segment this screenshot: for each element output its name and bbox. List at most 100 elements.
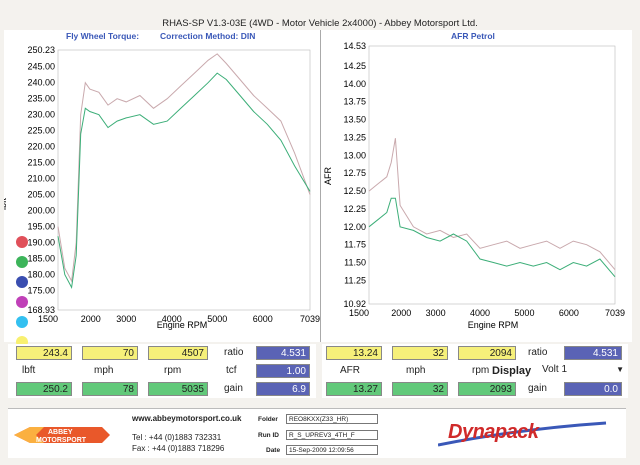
lbft-label: lbft — [22, 365, 36, 376]
run-color-dot[interactable] — [16, 296, 28, 308]
afr-y-tick-label: 12.75 — [343, 168, 366, 178]
torque-x-axis-label: Engine RPM — [157, 320, 208, 330]
gain-label: gain — [224, 383, 243, 394]
torque-y-tick-label: 210.00 — [27, 174, 55, 184]
torque-x-tick-label: 1500 — [38, 314, 58, 324]
display-select[interactable]: Volt 1 ▼ — [542, 364, 626, 376]
run-color-dot[interactable] — [16, 236, 28, 248]
torque-y-tick-label: 200.00 — [27, 206, 55, 216]
legend-dots — [16, 236, 30, 356]
torque-y-tick-label: 225.00 — [27, 126, 55, 136]
cursor-lbft-value: 243.4 — [16, 346, 72, 360]
logo-line1: ABBEY — [48, 429, 73, 436]
torque-y-axis-label: lbft — [4, 198, 8, 211]
ratio-label: ratio — [224, 347, 244, 358]
afr-x-tick-label: 4000 — [470, 308, 490, 318]
afr-gain-label: gain — [528, 383, 547, 394]
torque-series-line-2 — [57, 72, 311, 289]
afr-chart-title: AFR Petrol — [451, 31, 495, 41]
peak-mph-value: 78 — [82, 382, 138, 396]
report-footer: ABBEY MOTORSPORT www.abbeymotorsport.co.… — [8, 408, 626, 458]
torque-chart-panel: Fly Wheel Torque: Correction Method: DIN… — [4, 30, 320, 348]
run-color-dot[interactable] — [16, 256, 28, 268]
afr-y-tick-label: 10.92 — [343, 299, 366, 309]
torque-y-tick-label: 168.93 — [27, 305, 55, 315]
torque-y-tick-label: 175.00 — [27, 286, 55, 296]
run-color-dot[interactable] — [16, 316, 28, 328]
afr-y-tick-label: 13.00 — [343, 150, 366, 160]
peak-afr-value: 13.27 — [326, 382, 382, 396]
peak-afr-mph-value: 32 — [392, 382, 448, 396]
torque-y-tick-label: 190.00 — [27, 238, 55, 248]
display-select-value: Volt 1 — [542, 364, 568, 375]
torque-y-tick-label: 240.00 — [27, 78, 55, 88]
logo-line2: MOTORSPORT — [36, 437, 87, 444]
cursor-afr-rpm-value: 2094 — [458, 346, 516, 360]
fax-text: Fax : +44 (0)1883 718296 — [132, 444, 225, 453]
afr-readout-panel: 13.24 32 2094 ratio 4.531 AFR mph rpm Di… — [322, 344, 628, 398]
abbey-motorsport-logo: ABBEY MOTORSPORT — [14, 427, 110, 444]
torque-y-tick-label: 235.00 — [27, 94, 55, 104]
afr-y-tick-label: 14.53 — [343, 41, 366, 51]
website-text: www.abbeymotorsport.co.uk — [132, 414, 242, 423]
afr-mph-label: mph — [406, 365, 426, 376]
afr-ratio-label: ratio — [528, 347, 548, 358]
torque-x-tick-label: 5000 — [207, 314, 227, 324]
afr-rpm-label: rpm — [472, 365, 490, 376]
torque-y-tick-label: 215.00 — [27, 158, 55, 168]
afr-y-tick-label: 13.75 — [343, 97, 366, 107]
torque-x-tick-label: 3000 — [116, 314, 136, 324]
torque-y-tick-label: 250.23 — [27, 45, 55, 55]
tcf-label: tcf — [226, 365, 237, 376]
mph-label: mph — [94, 365, 114, 376]
runid-value: R_S_UPREV3_4TH_F — [286, 430, 378, 440]
afr-ratio-value[interactable]: 4.531 — [564, 346, 622, 360]
afr-gain-value: 0.0 — [564, 382, 622, 396]
dynapack-logo: Dynapack — [448, 421, 539, 443]
afr-y-tick-label: 14.25 — [343, 61, 366, 71]
afr-chart: 14.53 14.25 14.00 13.75 13.50 13.25 13.00 12.75… — [323, 41, 625, 330]
run-color-dot[interactable] — [16, 276, 28, 288]
afr-x-tick-label: 7039 — [605, 308, 625, 318]
afr-x-tick-label: 6000 — [559, 308, 579, 318]
tcf-value[interactable]: 1.00 — [256, 364, 310, 378]
dynapack-swoosh — [438, 421, 607, 447]
afr-y-tick-label: 14.00 — [343, 79, 366, 89]
ratio-value[interactable]: 4.531 — [256, 346, 310, 360]
gain-value: 6.9 — [256, 382, 310, 396]
afr-x-axis-label: Engine RPM — [468, 320, 519, 330]
afr-y-tick-label: 12.25 — [343, 204, 366, 214]
afr-chart-panel: AFR Petrol 14.53 14.25 14.00 13.75 13.50 13.2… — [320, 30, 632, 342]
afr-x-tick-label: 1500 — [349, 308, 369, 318]
peak-rpm-value: 5035 — [148, 382, 208, 396]
afr-y-tick-label: 11.75 — [344, 240, 366, 250]
afr-y-tick-label: 13.50 — [343, 115, 366, 125]
afr-label: AFR — [340, 365, 360, 376]
torque-y-tick-label: 230.00 — [27, 110, 55, 120]
afr-y-tick-label: 12.50 — [343, 186, 366, 196]
torque-readout-panel: 243.4 70 4507 ratio 4.531 lbft mph rpm t… — [8, 344, 316, 398]
cursor-afr-mph-value: 32 — [392, 346, 448, 360]
date-label: Date — [266, 447, 281, 454]
cursor-rpm-value: 4507 — [148, 346, 208, 360]
torque-x-tick-label: 6000 — [253, 314, 273, 324]
cursor-mph-value: 70 — [82, 346, 138, 360]
peak-lbft-value: 250.2 — [16, 382, 72, 396]
afr-y-tick-label: 11.25 — [344, 275, 366, 285]
display-label: Display — [492, 365, 532, 377]
torque-y-tick-label: 220.00 — [27, 142, 55, 152]
date-value: 15-Sep-2009 12:09:56 — [286, 445, 378, 455]
afr-y-tick-label: 12.00 — [343, 222, 366, 232]
torque-x-tick-label: 4000 — [162, 314, 182, 324]
rpm-label: rpm — [164, 365, 182, 376]
torque-y-tick-label: 195.00 — [27, 222, 55, 232]
afr-y-tick-label: 11.50 — [344, 258, 366, 268]
chevron-down-icon: ▼ — [616, 365, 624, 374]
afr-y-tick-label: 13.25 — [343, 132, 366, 142]
telephone-text: Tel : +44 (0)1883 732331 — [132, 433, 222, 442]
afr-y-axis-label: AFR — [323, 166, 333, 185]
peak-afr-rpm-value: 2093 — [458, 382, 516, 396]
runid-label: Run ID — [258, 432, 279, 439]
folder-value: REO8KXX(Z33_HR) — [286, 414, 378, 424]
cursor-afr-value: 13.24 — [326, 346, 382, 360]
